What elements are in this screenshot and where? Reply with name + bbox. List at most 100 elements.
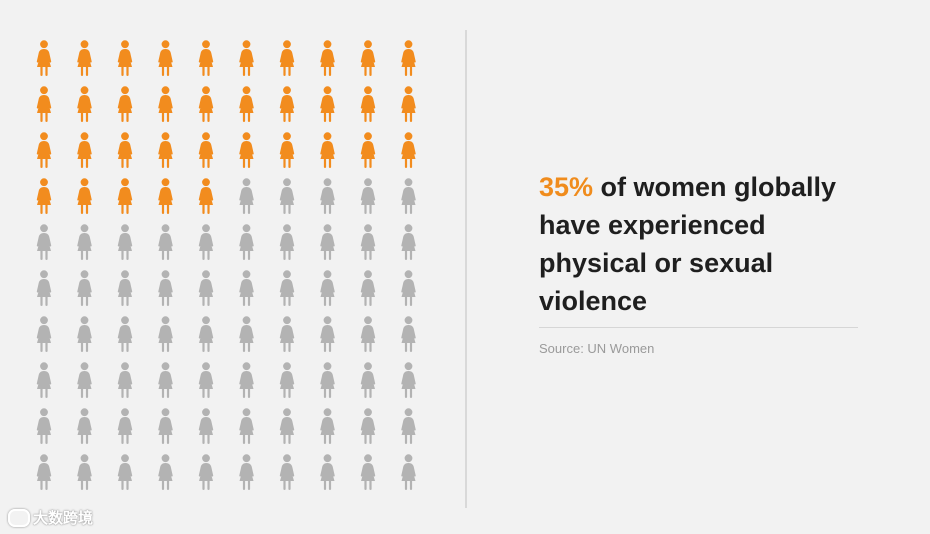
woman-icon	[401, 178, 416, 214]
woman-icon	[198, 270, 214, 306]
woman-icon	[77, 408, 92, 444]
watermark-text: 大数跨境	[33, 510, 94, 527]
woman-icon-highlighted	[77, 86, 92, 122]
woman-icon	[320, 224, 335, 260]
woman-icon-highlighted	[198, 132, 214, 168]
woman-icon	[36, 362, 52, 398]
woman-icon	[360, 362, 376, 398]
woman-icon	[239, 270, 254, 306]
woman-icon-highlighted	[198, 40, 214, 76]
woman-icon	[117, 362, 133, 398]
woman-icon	[77, 362, 92, 398]
woman-icon	[239, 454, 254, 490]
woman-icon	[198, 316, 214, 352]
woman-icon	[360, 178, 376, 214]
watermark-logo-icon	[8, 508, 30, 527]
watermark: 大数跨境	[8, 507, 93, 528]
woman-icon	[36, 224, 52, 260]
woman-icon	[279, 454, 295, 490]
woman-icon-highlighted	[320, 86, 335, 122]
pictogram-grid	[32, 38, 442, 498]
woman-icon	[279, 408, 295, 444]
woman-icon	[279, 178, 295, 214]
woman-icon	[77, 454, 92, 490]
woman-icon	[158, 316, 173, 352]
woman-icon	[239, 362, 254, 398]
woman-icon	[158, 362, 173, 398]
woman-icon-highlighted	[360, 40, 376, 76]
woman-icon	[158, 270, 173, 306]
headline-percent: 35%	[539, 172, 594, 202]
woman-icon-highlighted	[279, 40, 295, 76]
woman-icon	[117, 316, 133, 352]
woman-icon	[320, 178, 335, 214]
woman-icon-highlighted	[77, 40, 92, 76]
woman-icon	[158, 454, 173, 490]
woman-icon	[239, 408, 254, 444]
woman-icon	[401, 316, 416, 352]
woman-icon	[320, 408, 335, 444]
woman-icon	[36, 408, 52, 444]
woman-icon	[239, 316, 254, 352]
headline: 35% of women globally have experienced p…	[539, 168, 879, 320]
woman-icon	[77, 316, 92, 352]
woman-icon	[320, 270, 335, 306]
woman-icon	[198, 408, 214, 444]
woman-icon	[198, 454, 214, 490]
divider	[465, 30, 467, 508]
woman-icon-highlighted	[158, 178, 173, 214]
woman-icon-highlighted	[198, 178, 214, 214]
woman-icon	[320, 362, 335, 398]
woman-icon	[279, 270, 295, 306]
woman-icon-highlighted	[77, 178, 92, 214]
headline-statement: of women globally have experienced physi…	[539, 172, 837, 316]
woman-icon-highlighted	[36, 178, 52, 214]
woman-icon-highlighted	[158, 86, 173, 122]
woman-icon	[198, 362, 214, 398]
woman-icon-highlighted	[401, 132, 416, 168]
woman-icon	[279, 362, 295, 398]
woman-icon	[198, 224, 214, 260]
woman-icon	[360, 454, 376, 490]
woman-icon-highlighted	[117, 178, 133, 214]
woman-icon-highlighted	[320, 132, 335, 168]
woman-icon	[117, 224, 133, 260]
woman-icon-highlighted	[117, 132, 133, 168]
woman-icon	[320, 316, 335, 352]
woman-icon	[36, 454, 52, 490]
woman-icon	[117, 408, 133, 444]
woman-icon	[279, 316, 295, 352]
headline-rule	[539, 327, 858, 328]
woman-icon-highlighted	[401, 86, 416, 122]
woman-icon	[158, 224, 173, 260]
woman-icon	[360, 224, 376, 260]
woman-icon	[158, 408, 173, 444]
woman-icon-highlighted	[279, 86, 295, 122]
woman-icon-highlighted	[239, 40, 254, 76]
woman-icon	[401, 454, 416, 490]
woman-icon	[401, 224, 416, 260]
woman-icon-highlighted	[279, 132, 295, 168]
woman-icon	[36, 270, 52, 306]
woman-icon	[360, 270, 376, 306]
woman-icon	[360, 408, 376, 444]
woman-icon-highlighted	[117, 40, 133, 76]
woman-icon-highlighted	[360, 86, 376, 122]
woman-icon-highlighted	[77, 132, 92, 168]
woman-icon-highlighted	[36, 86, 52, 122]
woman-icon	[401, 408, 416, 444]
woman-icon	[239, 224, 254, 260]
woman-icon-highlighted	[360, 132, 376, 168]
source-note: Source: UN Women	[539, 341, 655, 356]
woman-icon	[77, 270, 92, 306]
woman-icon-highlighted	[158, 132, 173, 168]
woman-icon-highlighted	[401, 40, 416, 76]
woman-icon	[77, 224, 92, 260]
woman-icon-highlighted	[117, 86, 133, 122]
woman-icon	[117, 270, 133, 306]
woman-icon	[320, 454, 335, 490]
woman-icon-highlighted	[320, 40, 335, 76]
woman-icon	[36, 316, 52, 352]
woman-icon-highlighted	[239, 132, 254, 168]
woman-icon	[401, 362, 416, 398]
